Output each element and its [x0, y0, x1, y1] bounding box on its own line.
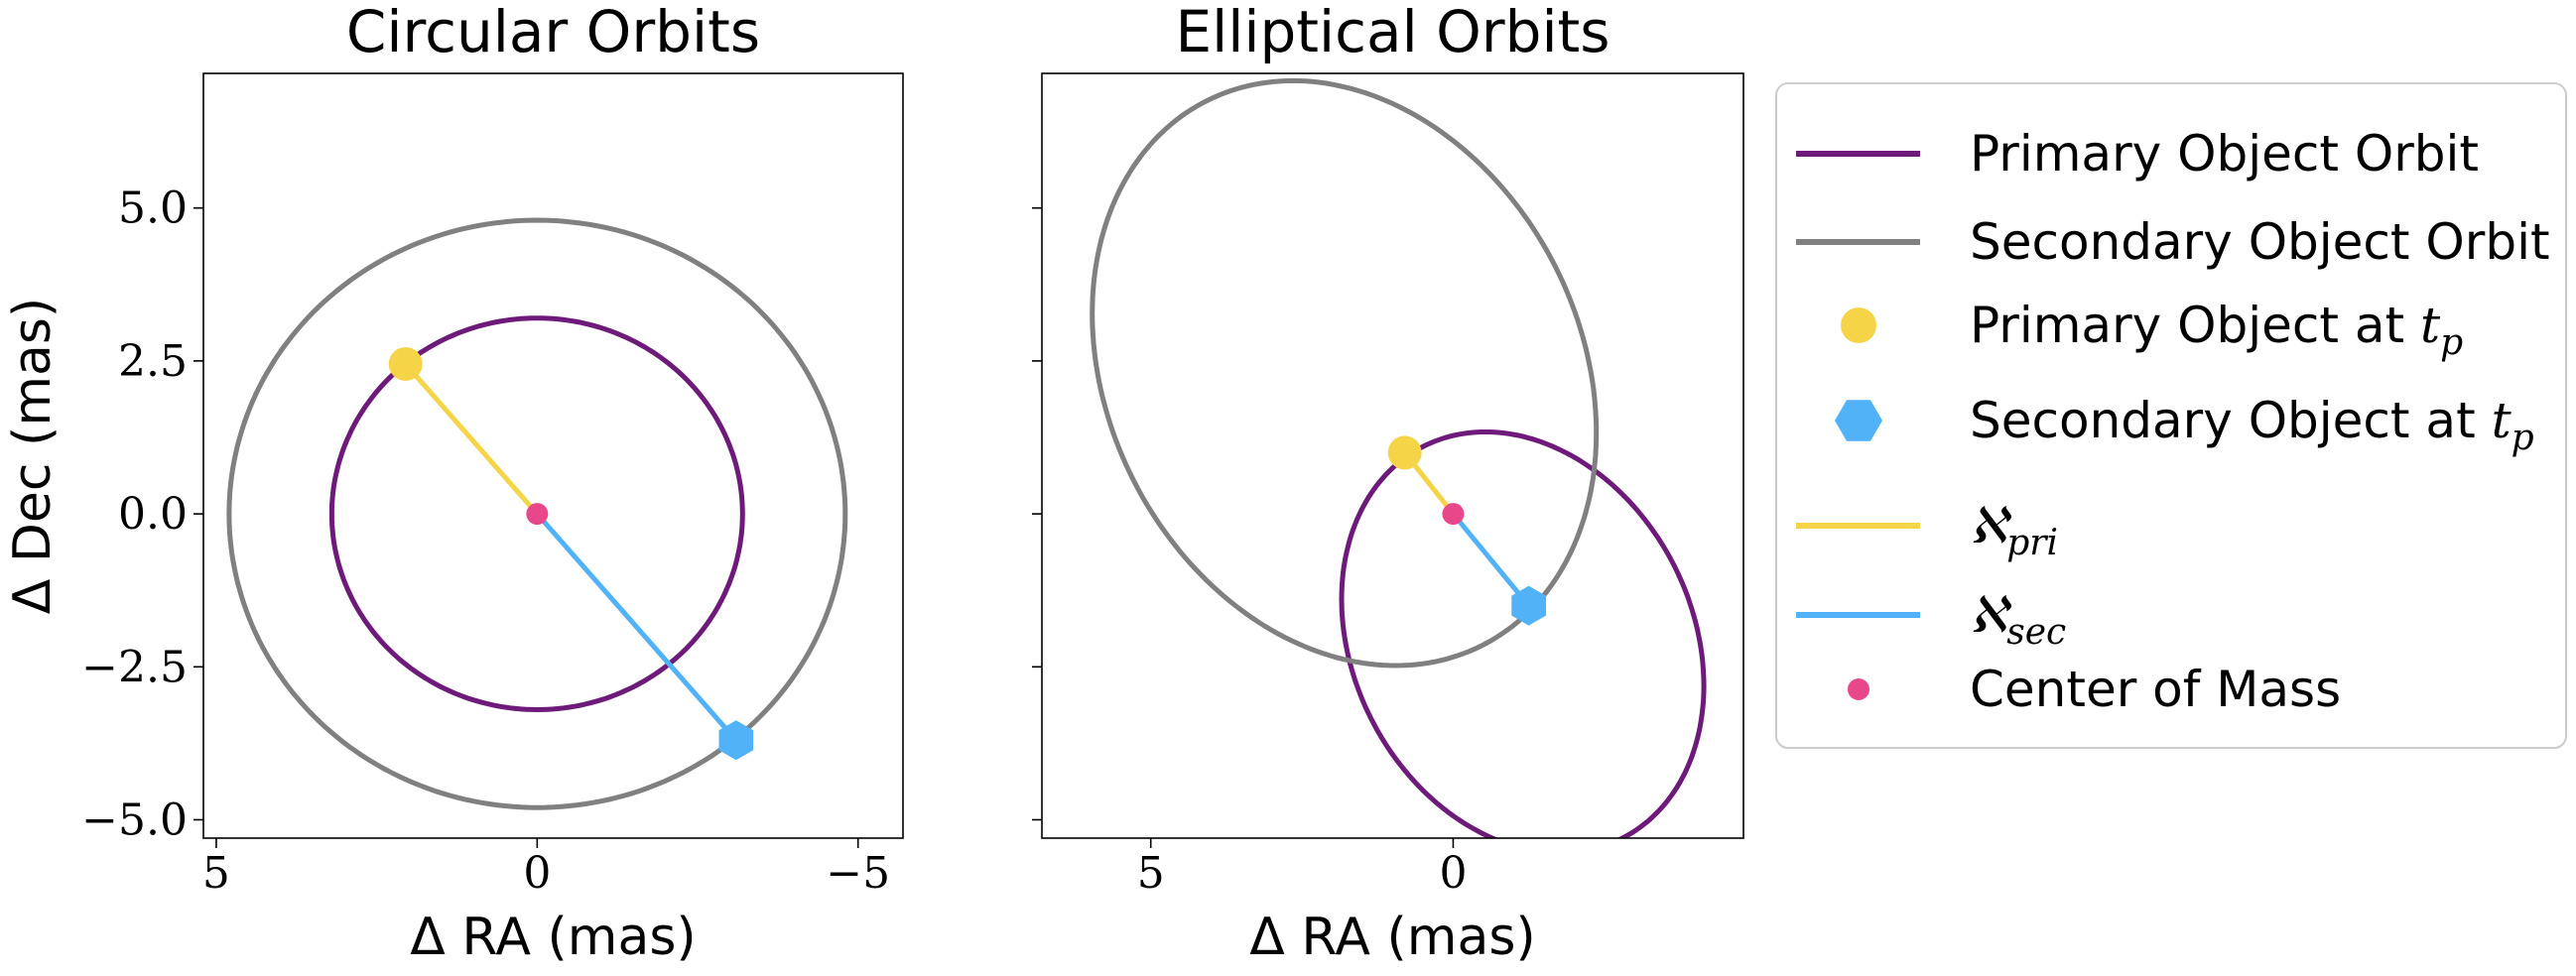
y-tick-label: 5.0 — [118, 183, 188, 234]
primary-object-marker — [388, 346, 423, 381]
legend-label-text: Primary Object Orbit — [1970, 125, 2479, 183]
legend-label: ℵpri — [1970, 497, 2058, 563]
secondary-object-marker — [718, 720, 754, 761]
legend-label-text: Secondary Object Orbit — [1970, 213, 2550, 271]
y-tick-label: 2.5 — [118, 336, 188, 387]
legend-label-text: Secondary Object at — [1970, 392, 2476, 449]
aleph-pri-line — [403, 362, 540, 516]
elliptical-orbits-panel: 5 0 Elliptical Orbits Δ RA (mas) — [1032, 0, 1744, 967]
legend-label: Secondary Object at tp — [1970, 392, 2534, 458]
primary-object-marker — [1387, 435, 1422, 470]
circular-orbits-panel: 5 0 −5 5.0 2.5 0.0 −2.5 −5.0 Circular Orbits Δ RA… — [3, 0, 904, 967]
primary-orbit-line — [328, 315, 745, 713]
legend-frame — [1775, 82, 2567, 749]
x-tick-label: −5 — [826, 848, 890, 899]
chart-title: Elliptical Orbits — [1175, 0, 1610, 65]
legend-math-subscript: p — [2440, 322, 2463, 363]
x-axis-label: Δ RA (mas) — [1249, 908, 1535, 967]
x-tick-label: 5 — [202, 848, 230, 899]
legend-math-symbol: t — [2404, 297, 2441, 354]
legend-label: Primary Object at tp — [1970, 297, 2463, 363]
legend-label: Secondary Object Orbit — [1970, 213, 2550, 271]
plot-area — [226, 217, 848, 810]
secondary-orbit-line — [1090, 77, 1600, 669]
x-tick-label: 0 — [523, 848, 551, 899]
legend-label-text: Primary Object at — [1970, 297, 2404, 354]
secondary-orbit-line — [226, 217, 848, 810]
secondary-object-marker — [1511, 585, 1546, 626]
legend-label: Primary Object Orbit — [1970, 125, 2479, 183]
center-of-mass-marker — [526, 503, 549, 526]
primary-orbit-line — [1339, 429, 1707, 838]
aleph-sec-line — [1451, 512, 1531, 608]
y-tick-label: −2.5 — [81, 642, 188, 692]
legend-dot-handle — [1848, 678, 1869, 700]
plot-area — [1090, 77, 1707, 838]
legend-hexagon-handle — [1835, 400, 1882, 441]
legend-math-symbol: ℵ — [1970, 586, 2012, 644]
axes-frame — [202, 72, 904, 839]
x-axis-label: Δ RA (mas) — [410, 908, 696, 967]
chart-title: Circular Orbits — [346, 0, 760, 65]
legend-label: Center of Mass — [1970, 661, 2341, 718]
y-axis-label: Δ Dec (mas) — [3, 298, 63, 614]
center-of-mass-marker — [1442, 503, 1465, 526]
legend-math-subscript: pri — [2006, 523, 2058, 563]
legend-math-subscript: p — [2512, 418, 2534, 458]
y-tick-label: 0.0 — [118, 489, 188, 540]
y-tick-label: −5.0 — [81, 794, 188, 845]
axes-frame — [1041, 72, 1744, 839]
legend-math-symbol: t — [2476, 392, 2512, 449]
legend-math-subscript: sec — [2006, 612, 2066, 653]
legend-circle-handle — [1841, 307, 1876, 343]
legend: Primary Object Orbit Secondary Object Orb… — [1775, 82, 2567, 749]
x-tick-label: 0 — [1439, 848, 1467, 899]
x-tick-label: 5 — [1137, 848, 1165, 899]
legend-label-text: Center of Mass — [1970, 661, 2341, 718]
legend-label: ℵsec — [1970, 586, 2066, 653]
legend-math-symbol: ℵ — [1970, 497, 2012, 554]
aleph-sec-line — [535, 512, 738, 742]
